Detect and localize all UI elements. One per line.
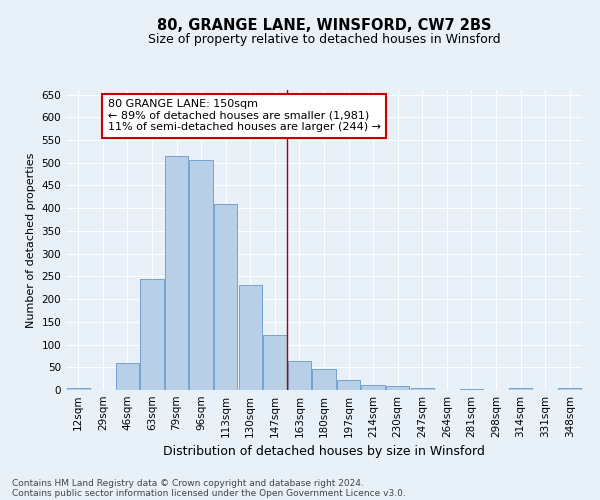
Bar: [214, 204, 238, 390]
Bar: [410, 388, 434, 390]
Bar: [288, 362, 311, 390]
Text: 80 GRANGE LANE: 150sqm
← 89% of detached houses are smaller (1,981)
11% of semi-: 80 GRANGE LANE: 150sqm ← 89% of detached…: [108, 99, 381, 132]
Bar: [239, 286, 262, 390]
Bar: [140, 278, 164, 390]
Bar: [313, 368, 335, 390]
Bar: [386, 386, 409, 390]
Text: Contains public sector information licensed under the Open Government Licence v3: Contains public sector information licen…: [12, 488, 406, 498]
Bar: [361, 386, 385, 390]
Bar: [116, 362, 139, 390]
Y-axis label: Number of detached properties: Number of detached properties: [26, 152, 36, 328]
Bar: [190, 160, 213, 390]
Bar: [263, 336, 287, 390]
Bar: [165, 156, 188, 390]
Text: Size of property relative to detached houses in Winsford: Size of property relative to detached ho…: [148, 32, 500, 46]
Bar: [558, 388, 581, 390]
Bar: [460, 389, 483, 390]
Bar: [67, 388, 90, 390]
X-axis label: Distribution of detached houses by size in Winsford: Distribution of detached houses by size …: [163, 446, 485, 458]
Text: 80, GRANGE LANE, WINSFORD, CW7 2BS: 80, GRANGE LANE, WINSFORD, CW7 2BS: [157, 18, 491, 32]
Bar: [509, 388, 532, 390]
Bar: [337, 380, 360, 390]
Text: Contains HM Land Registry data © Crown copyright and database right 2024.: Contains HM Land Registry data © Crown c…: [12, 478, 364, 488]
